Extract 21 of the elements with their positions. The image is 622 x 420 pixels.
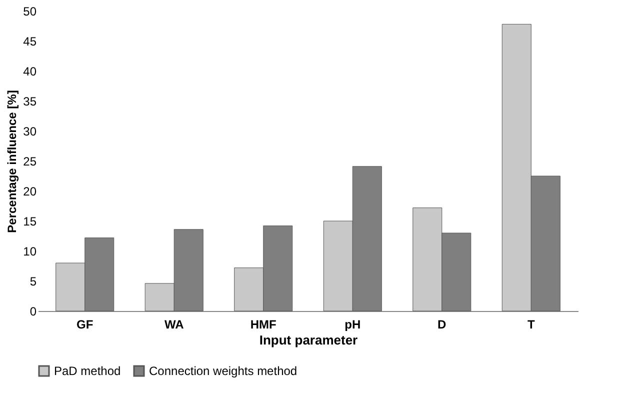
- y-tick-label: 45: [23, 34, 37, 48]
- y-tick-label: 40: [23, 64, 37, 78]
- x-axis-title: Input parameter: [259, 332, 358, 348]
- y-tick-label: 35: [23, 94, 37, 108]
- legend-label: Connection weights method: [149, 364, 298, 378]
- x-tick-label: GF: [76, 318, 94, 332]
- y-tick-label: 10: [23, 244, 37, 258]
- y-tick-label: 30: [23, 124, 37, 138]
- y-axis-title: Percentage influence [%]: [5, 90, 20, 233]
- x-tick-label: pH: [344, 318, 361, 332]
- y-tick-label: 15: [23, 214, 37, 228]
- y-tick-label: 5: [30, 274, 37, 288]
- x-tick-label: WA: [164, 318, 184, 332]
- x-tick-label: HMF: [250, 318, 276, 332]
- y-tick-label: 25: [23, 154, 37, 168]
- y-tick-label: 0: [30, 304, 37, 318]
- y-tick-label: 20: [23, 184, 37, 198]
- y-tick-label: 50: [23, 4, 37, 18]
- x-tick-label: D: [438, 318, 447, 332]
- x-tick-label: T: [527, 318, 536, 332]
- legend-label: PaD method: [54, 364, 121, 378]
